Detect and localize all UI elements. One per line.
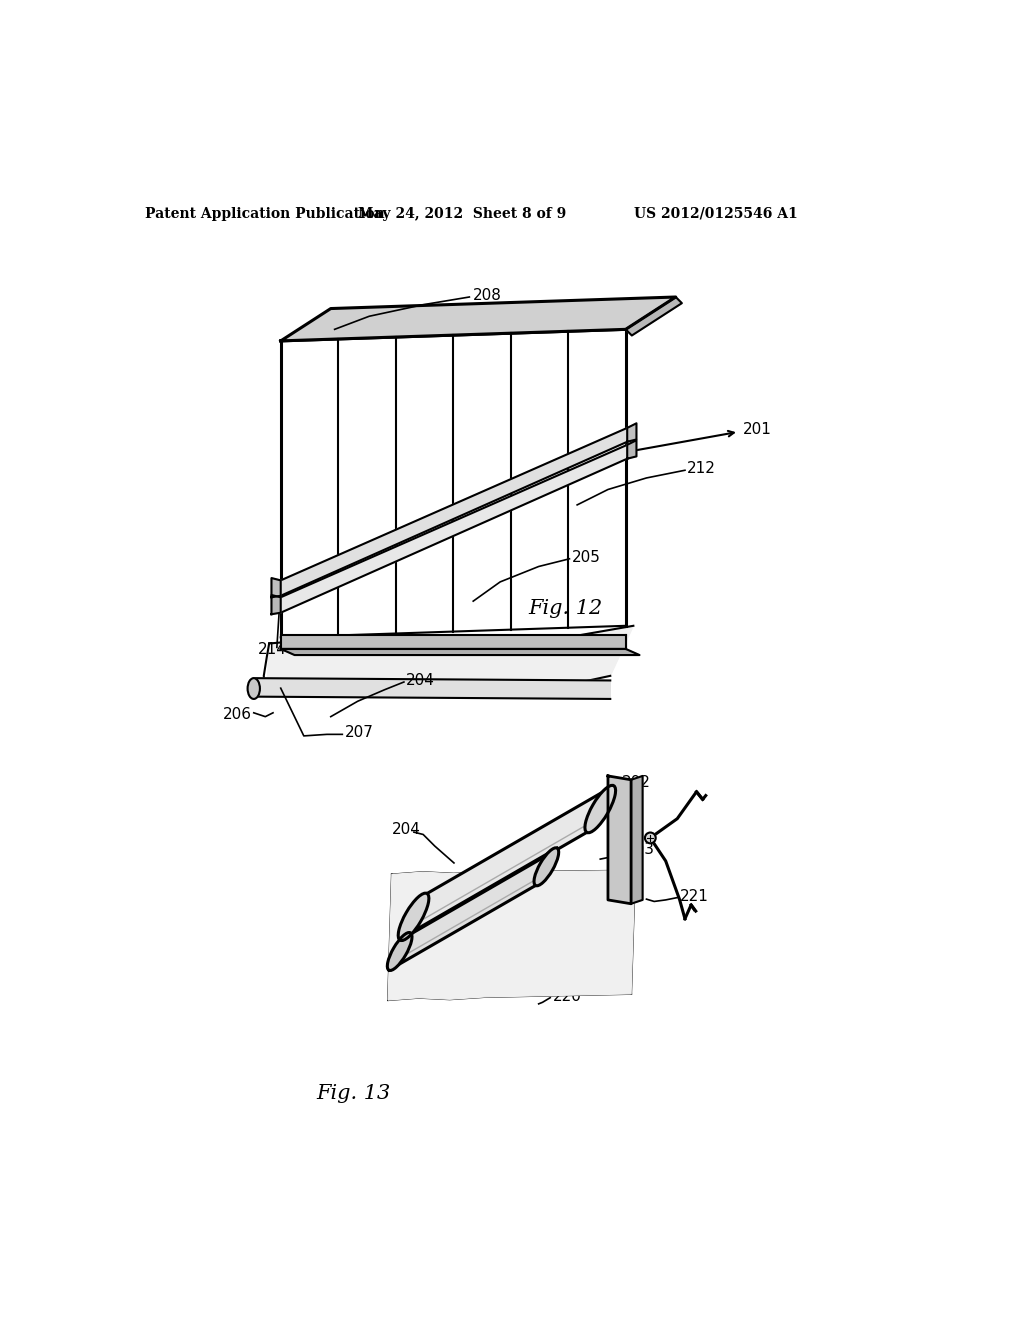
Polygon shape (631, 776, 643, 904)
Polygon shape (388, 871, 635, 1001)
Polygon shape (281, 445, 628, 612)
Text: 204: 204 (407, 673, 435, 688)
Polygon shape (608, 776, 631, 904)
Text: Patent Application Publication: Patent Application Publication (145, 207, 385, 220)
Text: US 2012/0125546 A1: US 2012/0125546 A1 (634, 207, 798, 220)
Ellipse shape (398, 894, 429, 941)
Polygon shape (628, 424, 637, 442)
Text: 205: 205 (571, 549, 601, 565)
Text: 220: 220 (553, 989, 582, 1003)
Ellipse shape (535, 847, 559, 886)
Text: 203: 203 (626, 842, 654, 858)
Ellipse shape (585, 785, 615, 833)
Text: 201: 201 (742, 422, 772, 437)
Text: May 24, 2012  Sheet 8 of 9: May 24, 2012 Sheet 8 of 9 (357, 207, 566, 220)
Text: Fig. 13: Fig. 13 (316, 1085, 391, 1104)
Circle shape (645, 833, 655, 843)
Polygon shape (628, 441, 637, 459)
Text: 208: 208 (473, 288, 502, 304)
Text: 214: 214 (258, 642, 287, 657)
Polygon shape (626, 297, 682, 335)
Text: 206: 206 (223, 706, 252, 722)
Polygon shape (267, 626, 634, 693)
Polygon shape (281, 297, 676, 341)
Polygon shape (271, 578, 281, 598)
Ellipse shape (387, 932, 412, 970)
Polygon shape (271, 595, 281, 614)
Text: Fig. 12: Fig. 12 (528, 599, 603, 618)
Text: 212: 212 (687, 461, 716, 477)
Polygon shape (254, 678, 610, 700)
Polygon shape (281, 428, 628, 595)
Polygon shape (400, 785, 613, 940)
Ellipse shape (248, 678, 260, 700)
Polygon shape (389, 849, 557, 970)
Text: 221: 221 (680, 888, 709, 904)
Text: 204: 204 (392, 822, 421, 837)
Polygon shape (281, 635, 626, 649)
Polygon shape (281, 649, 640, 655)
Text: 202: 202 (622, 775, 650, 789)
Text: 207: 207 (345, 725, 374, 741)
